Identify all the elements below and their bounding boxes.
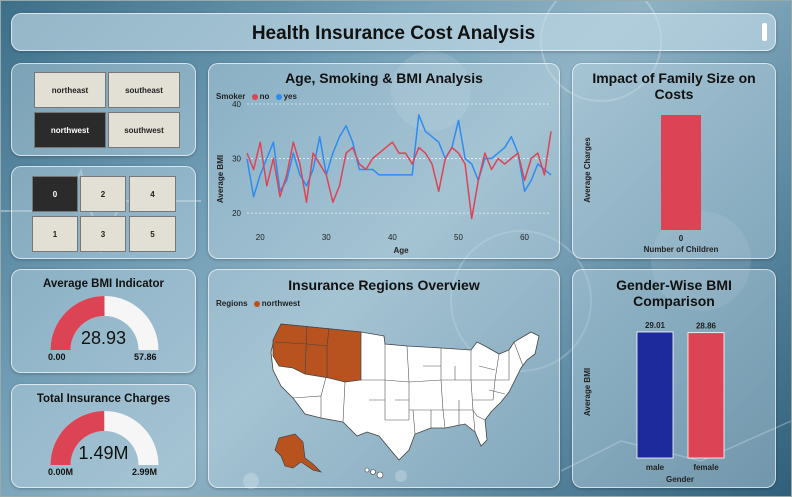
- map-legend: Regions northwest: [216, 299, 300, 308]
- age-chart-xtick: 60: [520, 233, 529, 242]
- children-slicer-button-0[interactable]: 0: [32, 176, 78, 212]
- regions-map-card: Insurance Regions Overview Regions north…: [208, 269, 560, 488]
- family-bar-0[interactable]: [661, 115, 701, 230]
- age-chart-xtick: 30: [322, 233, 331, 242]
- gender-bar-female[interactable]: [687, 332, 725, 459]
- gender-chart-ylabel: Average BMI: [583, 368, 592, 416]
- map-chart-title: Insurance Regions Overview: [288, 277, 480, 293]
- age-chart-line-yes[interactable]: [246, 114, 552, 198]
- charges-gauge-fill: [50, 411, 105, 465]
- children-slicer-button-3[interactable]: 3: [80, 216, 126, 252]
- region-slicer-button-northeast[interactable]: northeast: [34, 72, 106, 108]
- charges-gauge-min: 0.00M: [48, 467, 74, 477]
- bmi-gauge: [50, 296, 159, 350]
- bmi-gauge-max: 57.86: [134, 352, 157, 362]
- gender-chart-category-female: female: [693, 463, 719, 472]
- charges-gauge: [50, 411, 159, 465]
- age-chart-title: Age, Smoking & BMI Analysis: [285, 70, 483, 86]
- age-smoking-chart-card: Age, Smoking & BMI Analysis Smoker no ye…: [208, 63, 560, 259]
- age-chart-xtick: 50: [454, 233, 463, 242]
- gender-bar-value-female: 28.86: [696, 322, 717, 331]
- bmi-gauge-title: Average BMI Indicator: [43, 278, 164, 290]
- charges-gauge-card: Total Insurance Charges 1.49M 0.00M 2.99…: [11, 384, 196, 488]
- northwest-state-lines: [274, 325, 330, 378]
- region-slicer-button-northwest[interactable]: northwest: [34, 112, 106, 148]
- bmi-gauge-min: 0.00: [48, 352, 66, 362]
- gender-bmi-chart-card: Gender-Wise BMI Comparison Average BMI 2…: [572, 269, 776, 488]
- age-chart-legend-title: Smoker: [216, 92, 246, 101]
- gender-bar-chart[interactable]: Average BMI 29.01 male 28.86 female Gender: [573, 270, 777, 489]
- gender-chart-xlabel: Gender: [666, 475, 694, 484]
- map-legend-title: Regions: [216, 299, 248, 308]
- children-slicer-button-1[interactable]: 1: [32, 216, 78, 252]
- charges-gauge-max: 2.99M: [132, 467, 158, 477]
- children-slicer-button-4[interactable]: 4: [129, 176, 176, 212]
- children-slicer-button-5[interactable]: 5: [129, 216, 176, 252]
- legend-swatch-yes: [275, 93, 282, 100]
- age-chart-ytick: 40: [232, 100, 241, 109]
- gender-bar-male[interactable]: [636, 331, 674, 459]
- family-chart-ylabel: Average Charges: [583, 137, 592, 203]
- family-bar-chart[interactable]: Average Charges 0 Number of Children: [573, 64, 777, 260]
- region-slicer-button-southwest[interactable]: southwest: [108, 112, 180, 148]
- family-size-chart-card: Impact of Family Size on Costs Average C…: [572, 63, 776, 259]
- gender-chart-title: Gender-Wise BMI Comparison: [616, 277, 732, 309]
- page-title: Health Insurance Cost Analysis: [251, 23, 536, 44]
- bmi-gauge-value: 28.93: [80, 328, 127, 348]
- age-chart-ylabel: Average BMI: [216, 155, 225, 203]
- age-chart-xtick: 40: [388, 233, 397, 242]
- title-bar: Health Insurance Cost Analysis: [11, 13, 776, 51]
- age-chart-ytick: 20: [232, 209, 241, 218]
- legend-swatch-no: [251, 93, 258, 100]
- age-chart-legend: Smoker no yes: [216, 92, 297, 101]
- map-legend-label-northwest[interactable]: northwest: [261, 299, 301, 308]
- age-chart-line-no[interactable]: [246, 131, 552, 220]
- region-slicer: northeast southeast northwest southwest: [11, 63, 196, 156]
- children-slicer: 0 2 4 1 3 5: [11, 166, 196, 259]
- us-map[interactable]: [209, 270, 561, 489]
- region-slicer-button-southeast[interactable]: southeast: [108, 72, 180, 108]
- alaska-region[interactable]: [274, 433, 323, 473]
- family-chart-category-0: 0: [679, 234, 684, 243]
- scroll-handle[interactable]: [762, 23, 767, 41]
- map-legend-swatch-northwest: [253, 300, 260, 307]
- bmi-gauge-fill: [50, 296, 105, 350]
- charges-gauge-title: Total Insurance Charges: [36, 393, 171, 405]
- bmi-gauge-card: Average BMI Indicator 28.93 0.00 57.86: [11, 269, 196, 373]
- gender-chart-category-male: male: [646, 463, 665, 472]
- title-dot: [261, 36, 264, 39]
- gender-bar-value-male: 29.01: [645, 321, 666, 330]
- legend-label-no[interactable]: no: [259, 92, 270, 101]
- age-chart-ytick: 30: [232, 155, 241, 164]
- hawaii-region: [364, 467, 384, 479]
- family-chart-title: Impact of Family Size on Costs: [592, 70, 756, 102]
- age-chart-xtick: 20: [256, 233, 265, 242]
- children-slicer-button-2[interactable]: 2: [80, 176, 126, 212]
- age-line-chart[interactable]: 20 30 40 20 30 40 50 60 Average BMI Age: [209, 64, 561, 260]
- family-chart-xlabel: Number of Children: [644, 245, 719, 254]
- charges-gauge-value: 1.49M: [78, 443, 129, 463]
- legend-label-yes[interactable]: yes: [283, 92, 297, 101]
- age-chart-xlabel: Age: [393, 246, 409, 255]
